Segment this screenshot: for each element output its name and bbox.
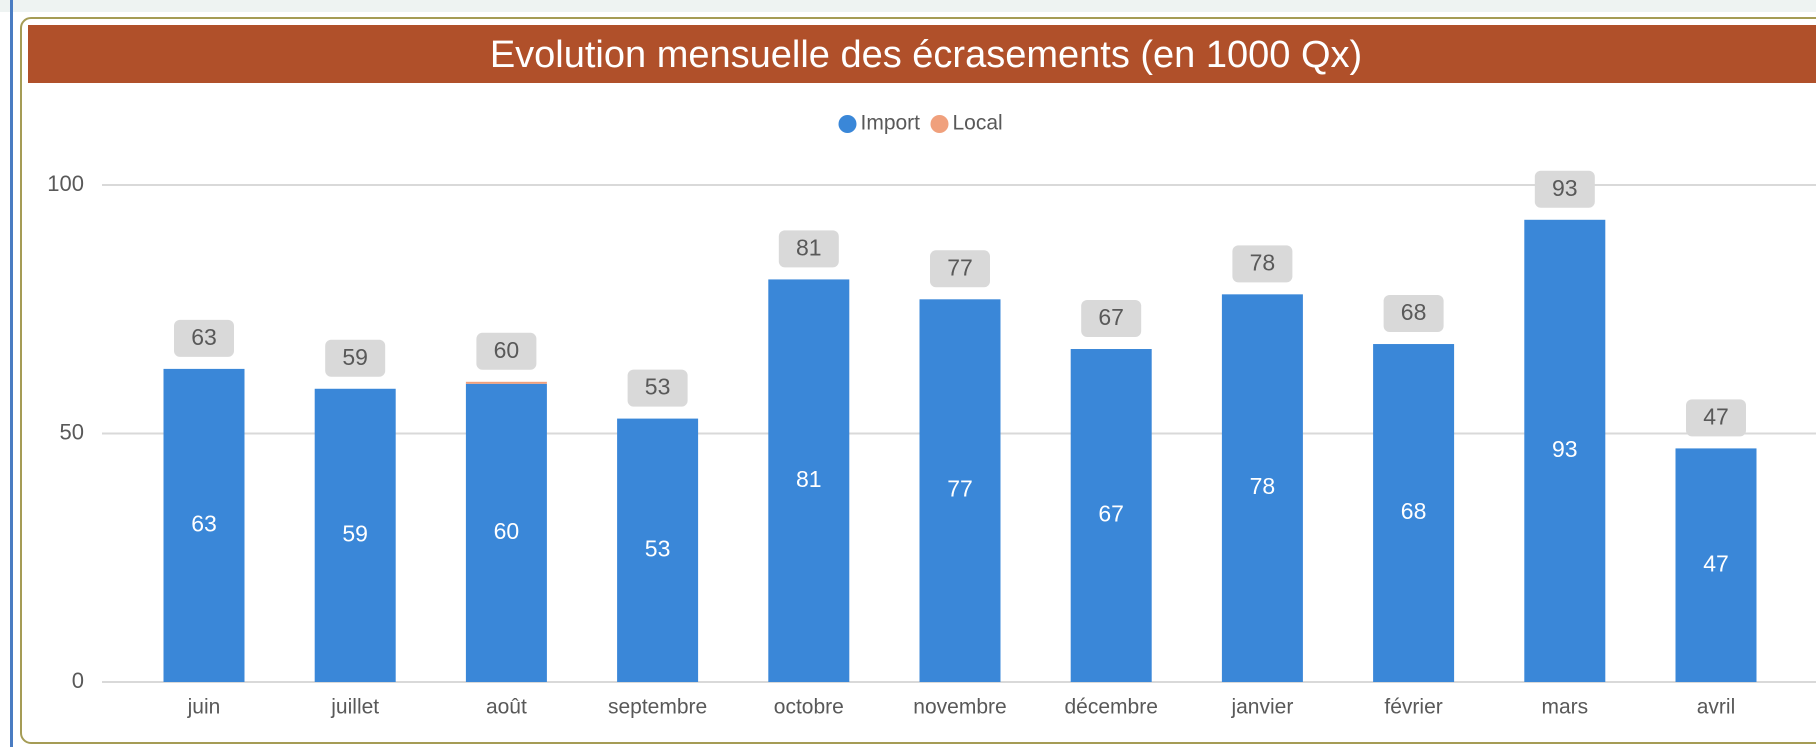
legend-label: Import xyxy=(861,112,921,135)
bar-segment xyxy=(1524,219,1606,683)
legend-swatch xyxy=(838,115,857,133)
bar-segment xyxy=(1373,344,1455,682)
total-label-box xyxy=(1534,170,1595,208)
bar-value-label: 67 xyxy=(1098,501,1124,527)
total-label-box xyxy=(627,369,688,407)
total-label: 67 xyxy=(1098,304,1124,330)
x-tick-label: décembre xyxy=(1065,696,1158,719)
total-label-box xyxy=(1081,300,1142,338)
total-label: 60 xyxy=(494,337,520,363)
total-label-box xyxy=(1383,295,1444,333)
total-label: 47 xyxy=(1703,403,1729,429)
title-bar xyxy=(28,25,1816,83)
bar-segment xyxy=(768,279,850,682)
x-tick-label: novembre xyxy=(913,696,1006,719)
legend-swatch xyxy=(930,115,949,133)
bar-value-label: 59 xyxy=(342,520,368,546)
bar-segment xyxy=(1675,448,1757,682)
bar-segment xyxy=(465,383,547,682)
total-label: 63 xyxy=(191,324,217,350)
bar-segment xyxy=(163,368,245,682)
bar-value-label: 78 xyxy=(1250,473,1276,499)
bar-value-label: 93 xyxy=(1552,436,1578,462)
total-label: 81 xyxy=(796,235,822,261)
total-label-box xyxy=(476,332,537,370)
y-tick-label: 50 xyxy=(60,419,84,444)
total-label-box xyxy=(778,230,839,268)
total-label-box xyxy=(1232,245,1293,283)
bar-value-label: 63 xyxy=(191,511,217,537)
legend-label: Local xyxy=(953,112,1003,135)
bar-value-label: 68 xyxy=(1401,498,1427,524)
bar-segment xyxy=(1070,349,1152,682)
x-tick-label: avril xyxy=(1697,696,1736,719)
x-tick-label: janvier xyxy=(1230,696,1293,719)
total-label: 78 xyxy=(1250,249,1276,275)
x-tick-label: septembre xyxy=(608,696,707,719)
x-tick-label: juin xyxy=(187,696,221,719)
total-label-box xyxy=(325,339,386,377)
bar-value-label: 53 xyxy=(645,535,671,561)
bar-segment xyxy=(617,418,699,682)
y-tick-label: 100 xyxy=(47,171,84,196)
x-tick-label: octobre xyxy=(774,696,844,719)
total-label: 68 xyxy=(1401,299,1427,325)
bar-value-label: 81 xyxy=(796,466,822,492)
x-tick-label: août xyxy=(486,696,527,719)
bar-value-label: 47 xyxy=(1703,550,1729,576)
bar-segment xyxy=(1221,294,1303,682)
y-tick-label: 0 xyxy=(72,668,84,693)
chart-title: Evolution mensuelle des écrasements (en … xyxy=(490,34,1362,76)
left-edge xyxy=(10,0,13,747)
total-label-box xyxy=(174,319,234,357)
total-label-box xyxy=(930,250,990,288)
top-strip xyxy=(0,0,1816,12)
x-tick-label: mars xyxy=(1541,696,1588,719)
bar-value-label: 77 xyxy=(947,476,973,502)
total-label: 53 xyxy=(645,374,671,400)
total-label: 93 xyxy=(1552,175,1578,201)
bar-value-label: 60 xyxy=(494,518,520,544)
total-label-box xyxy=(1686,399,1746,437)
total-label: 59 xyxy=(342,344,368,370)
x-tick-label: février xyxy=(1384,696,1442,719)
bar-segment xyxy=(919,299,1001,682)
total-label: 77 xyxy=(947,254,973,280)
x-tick-label: juillet xyxy=(330,696,379,719)
bar-segment xyxy=(314,388,396,682)
bar-segment xyxy=(465,381,547,384)
